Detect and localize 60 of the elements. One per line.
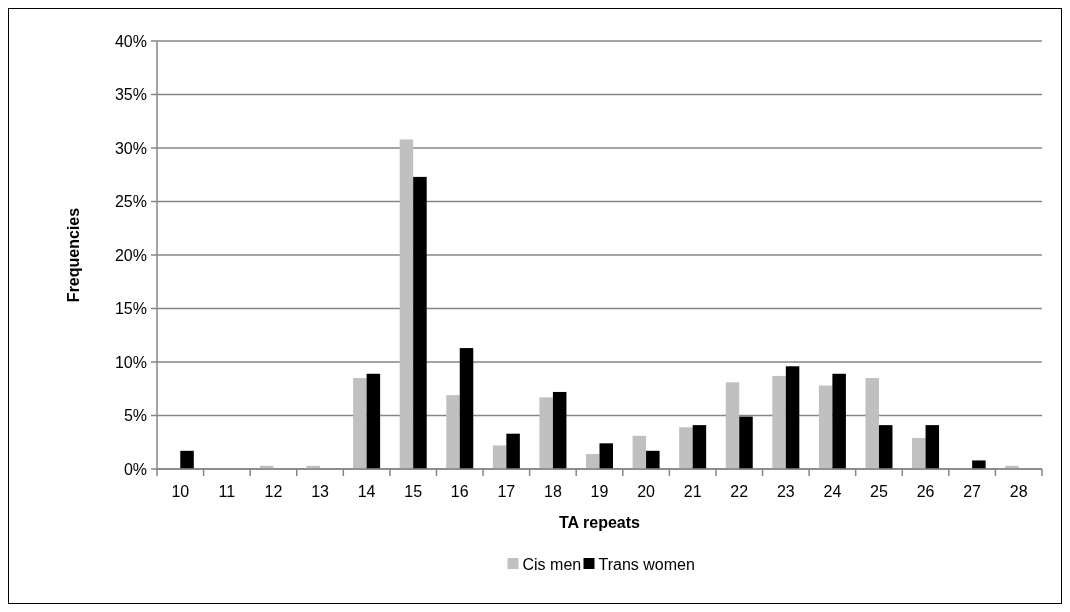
bar (539, 397, 553, 469)
y-tick-label: 40% (114, 32, 147, 50)
x-tick-label: 17 (497, 483, 516, 500)
y-tick-label: 15% (114, 300, 147, 318)
bar (353, 378, 367, 469)
bar (925, 425, 940, 469)
y-axis-title: Frequencies (65, 207, 82, 303)
x-axis-title: TA repeats (559, 514, 641, 531)
bar (506, 433, 520, 469)
bar (180, 450, 194, 469)
bar (785, 366, 800, 469)
x-tick-label: 23 (776, 483, 795, 500)
x-tick-label: 10 (171, 483, 190, 500)
x-tick-label: 16 (450, 483, 469, 500)
x-tick-label: 20 (637, 483, 656, 500)
bar (772, 375, 786, 469)
bar (865, 378, 879, 469)
bar (646, 450, 660, 469)
x-tick-label: 24 (823, 483, 842, 500)
y-tick-label: 35% (114, 86, 147, 104)
x-tick-label: 11 (218, 483, 236, 500)
x-tick-label: 15 (404, 483, 423, 500)
x-tick-label: 28 (1009, 483, 1028, 500)
bar (585, 454, 600, 469)
x-tick-label: 27 (963, 483, 982, 500)
bar (912, 437, 926, 469)
x-tick-label: 18 (544, 483, 562, 500)
y-tick-label: 0% (123, 460, 147, 478)
x-tick-label: 19 (590, 483, 609, 500)
legend-label: Cis men (522, 555, 582, 573)
bar (413, 176, 427, 469)
bar (459, 348, 474, 469)
bar (739, 416, 753, 469)
y-tick-label: 30% (114, 139, 147, 157)
bar (399, 139, 414, 469)
x-tick-label: 22 (730, 483, 749, 500)
bar (599, 443, 614, 469)
x-tick-label: 13 (311, 483, 330, 500)
x-tick-label: 12 (264, 483, 283, 500)
bar (446, 395, 460, 469)
bar (366, 373, 381, 469)
bar (632, 435, 647, 469)
y-tick-label: 25% (114, 193, 147, 211)
x-tick-label: 21 (683, 483, 702, 500)
x-tick-label: 26 (916, 483, 935, 500)
bar (878, 425, 893, 469)
bar (832, 373, 846, 469)
bar (492, 445, 507, 469)
y-tick-label: 10% (114, 353, 147, 371)
x-tick-label: 14 (357, 483, 376, 500)
bar (972, 460, 986, 469)
bar (725, 382, 740, 469)
bar (692, 425, 707, 469)
bar (818, 385, 833, 469)
x-tick-label: 25 (870, 483, 888, 500)
y-tick-label: 5% (123, 407, 147, 425)
bar (679, 427, 693, 469)
bar (552, 391, 567, 469)
y-tick-label: 20% (114, 246, 147, 264)
legend-label: Trans women (598, 555, 695, 573)
